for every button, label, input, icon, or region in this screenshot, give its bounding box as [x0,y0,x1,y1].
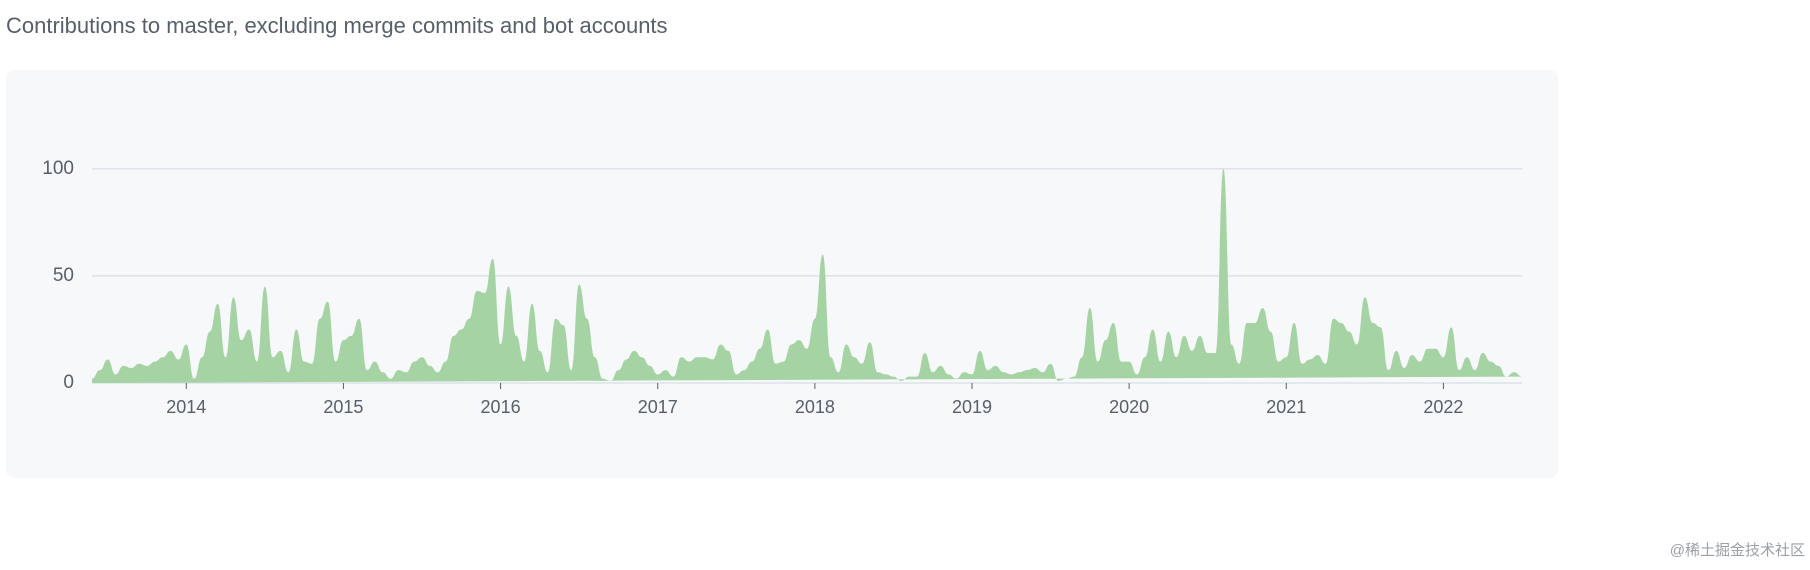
x-tick-label: 2014 [166,397,206,417]
x-tick-label: 2016 [481,397,521,417]
y-tick-label: 0 [63,372,74,393]
x-tick-label: 2022 [1423,397,1463,417]
x-tick-label: 2018 [795,397,835,417]
x-tick-label: 2017 [638,397,678,417]
watermark: @稀土掘金技术社区 [1670,542,1805,559]
x-tick-label: 2015 [323,397,363,417]
chart-title: Contributions to master, excluding merge… [6,13,668,38]
y-tick-label: 50 [53,265,74,286]
area [92,168,1522,383]
plot-area: 0 50 100 2014 2015 2016 2017 2018 2019 2020 2021 20… [42,158,1522,417]
x-tick-label: 2020 [1109,397,1149,417]
x-tick-label: 2021 [1266,397,1306,417]
y-tick-label: 100 [42,158,74,179]
chart-panel [6,70,1558,478]
x-tick-label: 2019 [952,397,992,417]
